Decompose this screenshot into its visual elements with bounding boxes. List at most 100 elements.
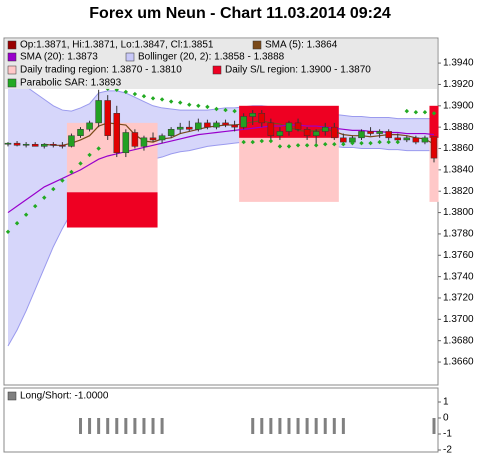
bar [278, 418, 282, 434]
candle-body [421, 137, 429, 143]
y-tick-label: 1.3780 [443, 229, 474, 240]
legend-box [5, 39, 437, 89]
candle-body [104, 100, 111, 136]
y-tick-label: 1.3660 [443, 357, 474, 368]
sar-dot [132, 91, 138, 97]
y-tick-label: 1.3900 [443, 100, 474, 111]
bar [97, 418, 101, 434]
candle-body [367, 131, 374, 134]
sar-dot [196, 103, 201, 108]
legend-swatch [7, 40, 17, 50]
legend-label: SMA (20): 1.3873 [20, 52, 98, 63]
candle-body [204, 122, 211, 128]
candle-body [195, 122, 202, 130]
y-tick-label: 1.3700 [443, 314, 474, 325]
candle-body [294, 122, 302, 130]
sar-dot [395, 139, 400, 145]
candle-body [385, 131, 392, 139]
bar [251, 418, 255, 434]
candle-body [267, 122, 275, 136]
candle-body [222, 122, 229, 126]
legend-label: Bollinger (20, 2): 1.3858 - 1.3888 [138, 52, 285, 63]
chart-title: Forex um Neun - Chart 11.03.2014 09:24 [89, 5, 391, 22]
sar-dot [377, 139, 382, 145]
candle-body [358, 131, 365, 139]
sar-dot [359, 140, 364, 146]
legend-label: Long/Short: -1.0000 [20, 391, 109, 402]
sar-dot [60, 178, 65, 183]
bar [287, 418, 291, 434]
region [429, 137, 439, 202]
candle-body [13, 142, 21, 146]
candle-body [77, 129, 84, 136]
y-tick-label: 1.3720 [443, 293, 474, 304]
legend-swatch [125, 52, 135, 62]
sar-dot [23, 212, 29, 217]
y-tick-label: 1 [443, 397, 449, 408]
y-tick-label: 1.3880 [443, 122, 474, 133]
bar [106, 418, 110, 434]
bar [332, 418, 336, 434]
candle-body [321, 126, 329, 132]
candle-body [131, 132, 139, 147]
sar-dot [141, 93, 147, 99]
candle-body [140, 137, 148, 147]
candle-body [394, 137, 401, 141]
sar-dot [223, 107, 228, 113]
y-tick-label: 1.3840 [443, 165, 474, 176]
legend-label: Op:1.3871, Hi:1.3871, Lo:1.3847, Cl:1.38… [20, 40, 214, 51]
bar [269, 418, 273, 434]
sar-dot [259, 138, 264, 144]
y-tick-label: 1.3860 [443, 143, 474, 154]
sar-dot [42, 195, 47, 200]
candle-body [167, 129, 175, 136]
sar-dot [413, 110, 419, 115]
bar [296, 418, 300, 434]
candle-body [176, 126, 184, 130]
y-tick-label: -1 [443, 429, 452, 440]
legend-label: Daily S/L region: 1.3900 - 1.3870 [225, 65, 371, 76]
candle-body [4, 142, 12, 145]
sar-dot [250, 139, 255, 145]
sar-dot [78, 161, 83, 166]
sar-dot [187, 102, 192, 107]
sar-dot [232, 108, 237, 114]
candle-body [303, 129, 311, 136]
bar [79, 418, 83, 434]
legend-swatch [7, 78, 17, 88]
y-tick-label: 1.3820 [443, 186, 474, 197]
bar [432, 418, 436, 434]
candle-body [50, 143, 57, 146]
candle-body [258, 113, 266, 124]
candle-body [158, 135, 166, 141]
candle-body [376, 131, 383, 134]
sar-dot [386, 139, 391, 145]
sar-dot [313, 143, 319, 148]
sar-dot [286, 144, 292, 149]
region [66, 192, 158, 228]
sar-dot [168, 99, 174, 104]
candle-body [312, 131, 320, 136]
candle-body [113, 113, 121, 154]
bar [142, 418, 146, 434]
candle-body [59, 145, 66, 147]
bollinger-upper [7, 77, 434, 120]
sar-dot [51, 186, 56, 192]
y-tick-label: 1.3680 [443, 335, 474, 346]
y-tick-label: 1.3940 [443, 58, 474, 69]
y-tick-label: 1.3800 [443, 207, 474, 218]
sar-dot [69, 169, 74, 175]
sar-dot [205, 104, 210, 110]
candle-body [186, 126, 193, 130]
legend-swatch [7, 391, 17, 401]
sar-dot [295, 143, 301, 148]
candle-body [86, 122, 93, 130]
sar-dot [87, 152, 92, 158]
y-tick-label: -2 [443, 445, 452, 456]
candle-body [41, 143, 48, 147]
y-tick-label: 1.3740 [443, 271, 474, 282]
bar [305, 418, 309, 434]
candle-body [331, 126, 338, 139]
sar-dot [159, 97, 165, 102]
